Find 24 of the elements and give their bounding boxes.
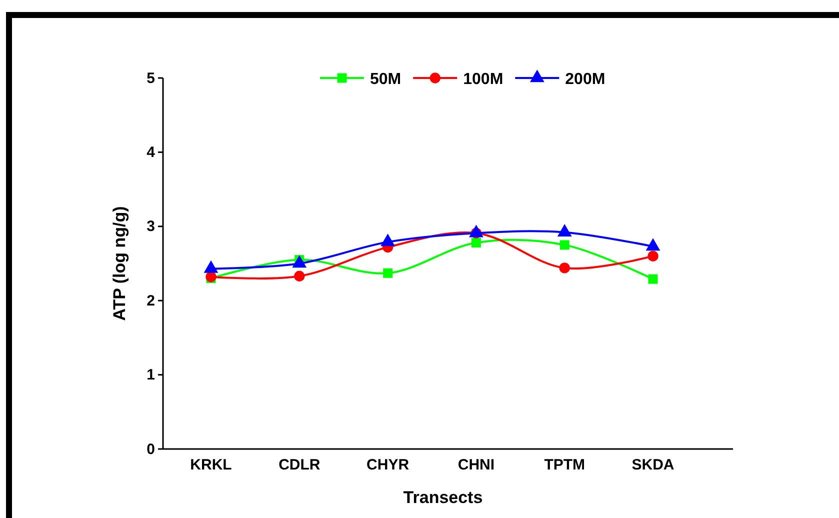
x-tick-label: KRKL: [190, 456, 232, 474]
x-tick-label: SKDA: [632, 456, 674, 474]
y-tick-label: 5: [146, 70, 155, 87]
legend-label: 100M: [463, 71, 504, 88]
legend-label: 50M: [370, 71, 402, 88]
y-tick-label: 3: [146, 218, 155, 236]
point: [648, 250, 658, 262]
legend-label: 200M: [565, 71, 606, 88]
x-tick-label: CDLR: [278, 456, 320, 474]
x-tick-label: CHYR: [366, 456, 410, 474]
point: [559, 262, 570, 274]
point: [560, 240, 570, 250]
y-tick-label: 0: [146, 440, 155, 458]
point: [648, 274, 658, 284]
y-tick-label: 4: [146, 144, 156, 161]
x-axis-title: Transects: [403, 488, 483, 507]
x-tick-label: CHNI: [458, 456, 495, 474]
y-tick-label: 1: [146, 366, 155, 384]
point: [471, 238, 481, 248]
x-tick-label: TPTM: [544, 456, 586, 474]
point: [383, 268, 393, 278]
point: [294, 270, 305, 282]
y-tick-label: 2: [146, 292, 155, 310]
y-axis-title: ATP (log ng/g): [110, 206, 129, 321]
